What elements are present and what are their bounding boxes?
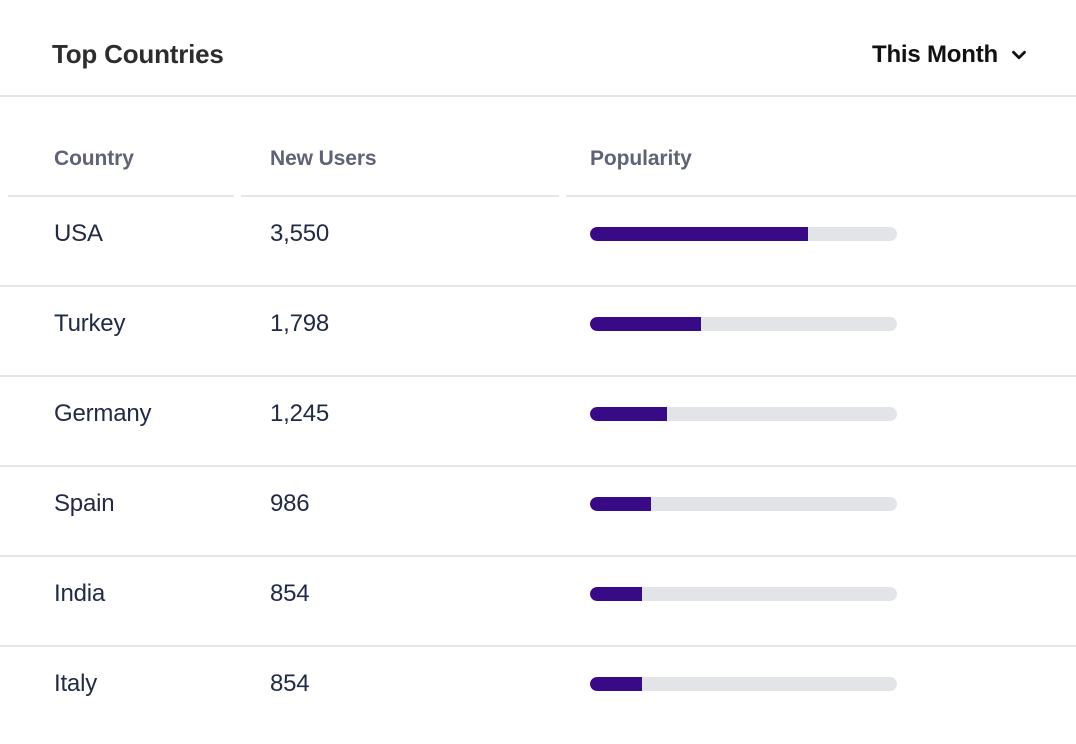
popularity-cell bbox=[566, 557, 1076, 645]
popularity-cell bbox=[566, 287, 1076, 375]
new-users-cell: 854 bbox=[270, 670, 310, 697]
new-users-cell: 854 bbox=[270, 580, 310, 607]
popularity-bar-track bbox=[590, 587, 897, 601]
table-row: Italy 854 bbox=[0, 647, 1076, 735]
page-title: Top Countries bbox=[52, 39, 224, 69]
popularity-bar-fill bbox=[590, 587, 643, 601]
popularity-bar-fill bbox=[590, 497, 652, 511]
popularity-bar-fill bbox=[590, 677, 643, 691]
popularity-cell bbox=[566, 197, 1076, 285]
country-cell: India bbox=[54, 580, 106, 607]
popularity-bar-track bbox=[590, 497, 897, 511]
country-cell: Germany bbox=[54, 400, 152, 427]
period-label: This Month bbox=[872, 40, 998, 68]
column-header-country: Country bbox=[8, 97, 234, 197]
country-cell: Italy bbox=[54, 670, 98, 697]
column-header-new-users: New Users bbox=[241, 97, 559, 197]
new-users-cell: 3,550 bbox=[270, 220, 330, 247]
new-users-cell: 986 bbox=[270, 490, 310, 517]
country-cell: USA bbox=[54, 220, 103, 247]
popularity-bar-track bbox=[590, 677, 897, 691]
new-users-cell: 1,798 bbox=[270, 310, 330, 337]
card-header: Top Countries This Month bbox=[0, 0, 1076, 97]
popularity-bar-fill bbox=[590, 317, 701, 331]
period-selector[interactable]: This Month bbox=[872, 41, 1030, 69]
table-row: USA 3,550 bbox=[0, 197, 1076, 287]
table-row: Turkey 1,798 bbox=[0, 287, 1076, 377]
country-cell: Spain bbox=[54, 490, 115, 517]
country-cell: Turkey bbox=[54, 310, 126, 337]
popularity-bar-fill bbox=[590, 227, 808, 241]
column-header-popularity: Popularity bbox=[566, 97, 1076, 197]
popularity-cell bbox=[566, 377, 1076, 465]
popularity-cell bbox=[566, 467, 1076, 555]
popularity-bar-fill bbox=[590, 407, 667, 421]
new-users-cell: 1,245 bbox=[270, 400, 330, 427]
popularity-bar-track bbox=[590, 317, 897, 331]
table-header-row: Country New Users Popularity bbox=[0, 97, 1076, 197]
table-body: USA 3,550 Turkey 1,798 Germany 1,245 bbox=[0, 197, 1076, 735]
table-row: Spain 986 bbox=[0, 467, 1076, 557]
table-row: India 854 bbox=[0, 557, 1076, 647]
table-row: Germany 1,245 bbox=[0, 377, 1076, 467]
chevron-down-icon bbox=[1012, 50, 1026, 59]
popularity-bar-track bbox=[590, 227, 897, 241]
popularity-cell bbox=[566, 647, 1076, 735]
popularity-bar-track bbox=[590, 407, 897, 421]
